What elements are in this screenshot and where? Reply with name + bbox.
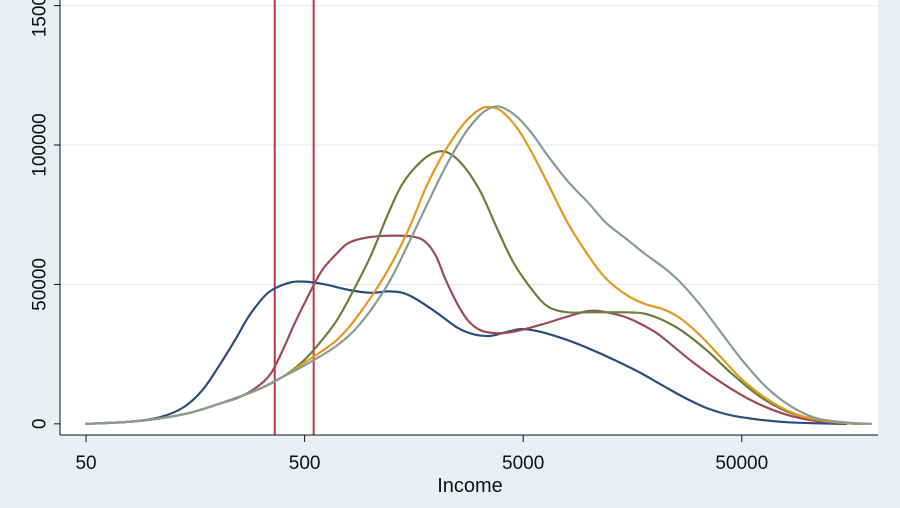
- series-lines: [84, 105, 873, 425]
- reference-lines: [273, 0, 315, 435]
- series-line-1: [84, 280, 848, 425]
- x-tick-label-0: 50: [75, 453, 96, 474]
- y-ticks: 0 50000 100000 150000: [30, 0, 60, 430]
- y-tick-label-1: 50000: [30, 258, 51, 311]
- y-tick-label-0: 0: [30, 419, 51, 430]
- series-line-2: [84, 234, 860, 425]
- x-ticks: 50 500 5000 50000: [75, 435, 768, 474]
- y-tick-label-3: 150000: [30, 0, 51, 37]
- x-tick-label-2: 5000: [502, 453, 544, 474]
- y-tick-label-2: 100000: [30, 113, 51, 176]
- x-tick-label-1: 500: [289, 453, 321, 474]
- series-line-5: [84, 105, 873, 425]
- x-axis-title: Income: [437, 475, 503, 497]
- plot-area: [60, 0, 878, 435]
- gridlines: [60, 4, 878, 286]
- x-tick-label-3: 50000: [715, 453, 768, 474]
